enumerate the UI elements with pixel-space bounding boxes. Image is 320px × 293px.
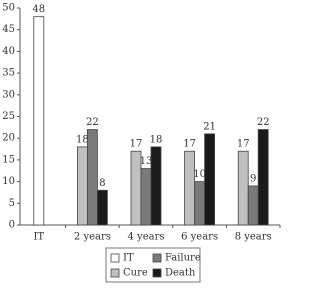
y-tick-label: 20 bbox=[2, 133, 15, 144]
value-label: 10 bbox=[193, 169, 206, 180]
legend-label: Failure bbox=[165, 253, 201, 264]
value-label: 9 bbox=[250, 173, 256, 184]
legend-swatch bbox=[152, 253, 162, 263]
value-label: 18 bbox=[150, 134, 163, 145]
value-label: 22 bbox=[86, 117, 99, 128]
y-tick-label: 15 bbox=[2, 154, 15, 165]
bar bbox=[257, 129, 269, 226]
y-tick-label: 5 bbox=[9, 198, 15, 209]
value-label: 17 bbox=[130, 139, 143, 150]
x-tick-label: 6 years bbox=[181, 232, 218, 243]
value-label: 13 bbox=[140, 156, 153, 167]
x-tick-label: 4 years bbox=[128, 232, 165, 243]
value-label: 17 bbox=[237, 139, 250, 150]
bar bbox=[247, 185, 259, 226]
y-tick-label: 40 bbox=[2, 46, 15, 57]
value-label: 21 bbox=[203, 121, 216, 132]
bar bbox=[140, 168, 152, 226]
x-tick-label: 2 years bbox=[74, 232, 111, 243]
value-label: 22 bbox=[257, 117, 270, 128]
bar bbox=[150, 146, 162, 226]
value-label: 8 bbox=[99, 178, 105, 189]
legend-swatch bbox=[110, 268, 120, 278]
bar bbox=[237, 150, 249, 226]
legend-label: Cure bbox=[123, 268, 148, 279]
chart: 0 5 10 15 20 25 30 35 40 45 50 IT 48 2 years 18 22 8 4 ye… bbox=[2, 3, 281, 283]
legend-swatch bbox=[110, 253, 120, 263]
y-tick-label: 0 bbox=[9, 220, 15, 231]
y-tick-label: 45 bbox=[2, 24, 15, 35]
y-tick-label: 25 bbox=[2, 111, 15, 122]
bar bbox=[33, 16, 45, 226]
value-label: 17 bbox=[183, 139, 196, 150]
value-label: 48 bbox=[32, 4, 45, 15]
legend-label: IT bbox=[123, 253, 134, 264]
x-tick-label: IT bbox=[33, 232, 44, 243]
bar bbox=[97, 189, 108, 226]
bar bbox=[87, 129, 98, 226]
legend-swatch bbox=[152, 268, 162, 278]
y-tick-label: 50 bbox=[2, 3, 15, 14]
y-tick-label: 30 bbox=[2, 89, 15, 100]
legend-label: Death bbox=[165, 268, 196, 279]
bar bbox=[77, 146, 88, 226]
y-tick-label: 10 bbox=[2, 176, 15, 187]
value-label: 18 bbox=[76, 134, 89, 145]
bar bbox=[184, 150, 196, 226]
y-tick-label: 35 bbox=[2, 68, 15, 79]
x-tick-label: 8 years bbox=[235, 232, 272, 243]
bar bbox=[194, 181, 206, 226]
bar bbox=[204, 133, 216, 226]
